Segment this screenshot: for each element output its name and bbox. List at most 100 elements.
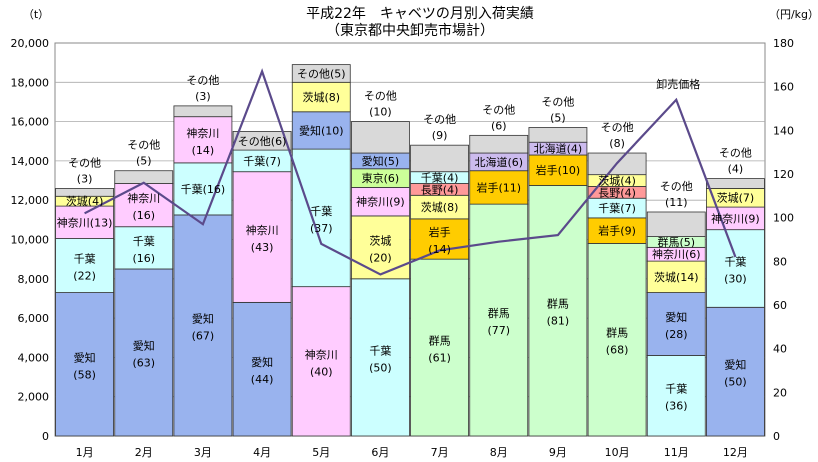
- segment-label: 茨城(4): [66, 194, 104, 208]
- bar-segment: [528, 127, 588, 143]
- segment-label: 群馬(5): [657, 235, 695, 249]
- segment-label: 愛知(10): [299, 123, 344, 137]
- bar-segment: [410, 218, 469, 260]
- segment-label: 岩手(9): [598, 224, 636, 238]
- segment-label: 千葉: [724, 254, 746, 268]
- labels-layer: 愛知(58)千葉(22)神奈川(13)茨城(4)その他(3)愛知(63)千葉(1…: [57, 67, 760, 412]
- segment-label: 長野(4): [421, 183, 459, 196]
- bar-segment: [410, 258, 469, 437]
- bar-segment: [706, 229, 765, 308]
- segment-label: 神奈川: [246, 223, 279, 237]
- x-tick-label: 4月: [253, 446, 271, 459]
- y-left-tick-label: 6,000: [18, 312, 50, 325]
- segment-label: 神奈川(9): [711, 211, 760, 225]
- bar-segment: [469, 134, 529, 154]
- segment-label: 神奈川: [186, 126, 219, 140]
- bar-segment: [114, 183, 174, 228]
- other-label: その他: [660, 180, 693, 193]
- segment-label: 長野(4): [598, 186, 636, 199]
- y-left-tick-label: 10,000: [11, 234, 50, 247]
- other-label: その他: [601, 121, 634, 134]
- segment-label: 茨城(8): [421, 200, 459, 214]
- y-left-tick-label: 18,000: [11, 76, 50, 89]
- segment-pct-label: (61): [428, 352, 451, 365]
- segment-label: 岩手(10): [536, 163, 581, 177]
- segment-label: 千葉: [369, 343, 391, 357]
- segment-label: 神奈川: [305, 347, 338, 361]
- segment-label: 岩手: [429, 225, 451, 239]
- segment-pct-label: (16): [132, 209, 155, 222]
- other-label: その他: [423, 113, 456, 126]
- x-tick-label: 6月: [371, 446, 389, 459]
- y-right-tick-label: 180: [773, 37, 794, 50]
- chart-subtitle: （東京都中央卸売市場計）: [326, 22, 494, 39]
- x-tick-label: 5月: [312, 446, 330, 459]
- segment-label: 神奈川: [127, 191, 160, 205]
- bar-segment: [291, 64, 351, 83]
- segment-label: 神奈川(13): [57, 215, 113, 229]
- other-pct-label: (11): [665, 196, 688, 209]
- segment-pct-label: (43): [251, 241, 274, 254]
- segment-pct-label: (14): [428, 243, 451, 256]
- bar-segment: [173, 116, 233, 164]
- segment-label: 愛知: [724, 358, 746, 372]
- x-tick-label: 3月: [194, 446, 212, 459]
- x-tick-label: 7月: [431, 446, 449, 459]
- bar-segment: [291, 148, 351, 288]
- segment-pct-label: (50): [369, 361, 392, 374]
- bar-segment: [173, 214, 233, 437]
- bars-layer: [55, 64, 765, 437]
- x-tick-label: 9月: [549, 446, 567, 459]
- segment-label: 茨城(8): [302, 90, 340, 104]
- axes-layer: 0 2,000 4,000 6,000 8,000 10,000 12,000 14,000 1…: [11, 6, 818, 459]
- segment-label: 愛知: [251, 355, 273, 369]
- segment-label: 愛知: [192, 311, 214, 325]
- segment-label: 千葉(7): [243, 154, 281, 168]
- segment-label: 神奈川(9): [356, 195, 405, 209]
- bar-segment: [55, 188, 114, 197]
- bar-segment: [232, 131, 292, 151]
- segment-label: 千葉(16): [181, 182, 226, 196]
- segment-pct-label: (16): [132, 252, 155, 265]
- y-right-tick-label: 60: [773, 299, 787, 312]
- y-right-tick-label: 0: [773, 430, 780, 443]
- chart-title: 平成22年 キャベツの月別入荷実績: [306, 6, 534, 22]
- segment-label: 群馬: [488, 306, 510, 320]
- other-label: その他: [719, 147, 752, 160]
- segment-label: その他(5): [297, 67, 346, 80]
- segment-label: 茨城(7): [717, 191, 755, 205]
- other-pct-label: (6): [491, 119, 507, 132]
- segment-pct-label: (37): [310, 222, 333, 235]
- segment-pct-label: (30): [724, 272, 747, 285]
- other-pct-label: (3): [195, 90, 211, 103]
- segment-pct-label: (68): [606, 344, 629, 357]
- bar-segment: [291, 286, 351, 437]
- other-pct-label: (8): [609, 137, 625, 150]
- y-left-tick-label: 2,000: [18, 391, 50, 404]
- gridlines: [54, 42, 766, 437]
- segment-label: その他(6): [238, 135, 287, 148]
- y-left-tick-label: 0: [42, 430, 49, 443]
- segment-label: 千葉: [310, 204, 332, 218]
- other-label: その他: [68, 156, 101, 169]
- price-line: [84, 68, 737, 276]
- bar-segment: [351, 121, 410, 154]
- y-left-axis-label: （t）: [23, 8, 49, 21]
- y-right-tick-label: 100: [773, 212, 794, 225]
- other-pct-label: (5): [136, 155, 152, 168]
- segment-pct-label: (50): [724, 376, 747, 389]
- x-tick-label: 1月: [76, 446, 94, 459]
- bar-segment: [410, 144, 469, 173]
- segment-pct-label: (14): [192, 144, 215, 157]
- bar-segment: [232, 171, 292, 303]
- other-pct-label: (5): [550, 111, 566, 124]
- segment-pct-label: (20): [369, 251, 392, 264]
- segment-pct-label: (40): [310, 365, 333, 378]
- y-right-tick-label: 140: [773, 124, 794, 137]
- segment-pct-label: (63): [132, 356, 155, 369]
- price-line-label: 卸売価格: [656, 77, 700, 91]
- bar-segment: [646, 292, 706, 356]
- segment-label: 群馬: [429, 334, 451, 348]
- x-tick-label: 2月: [135, 446, 153, 459]
- segment-label: 愛知: [665, 310, 687, 324]
